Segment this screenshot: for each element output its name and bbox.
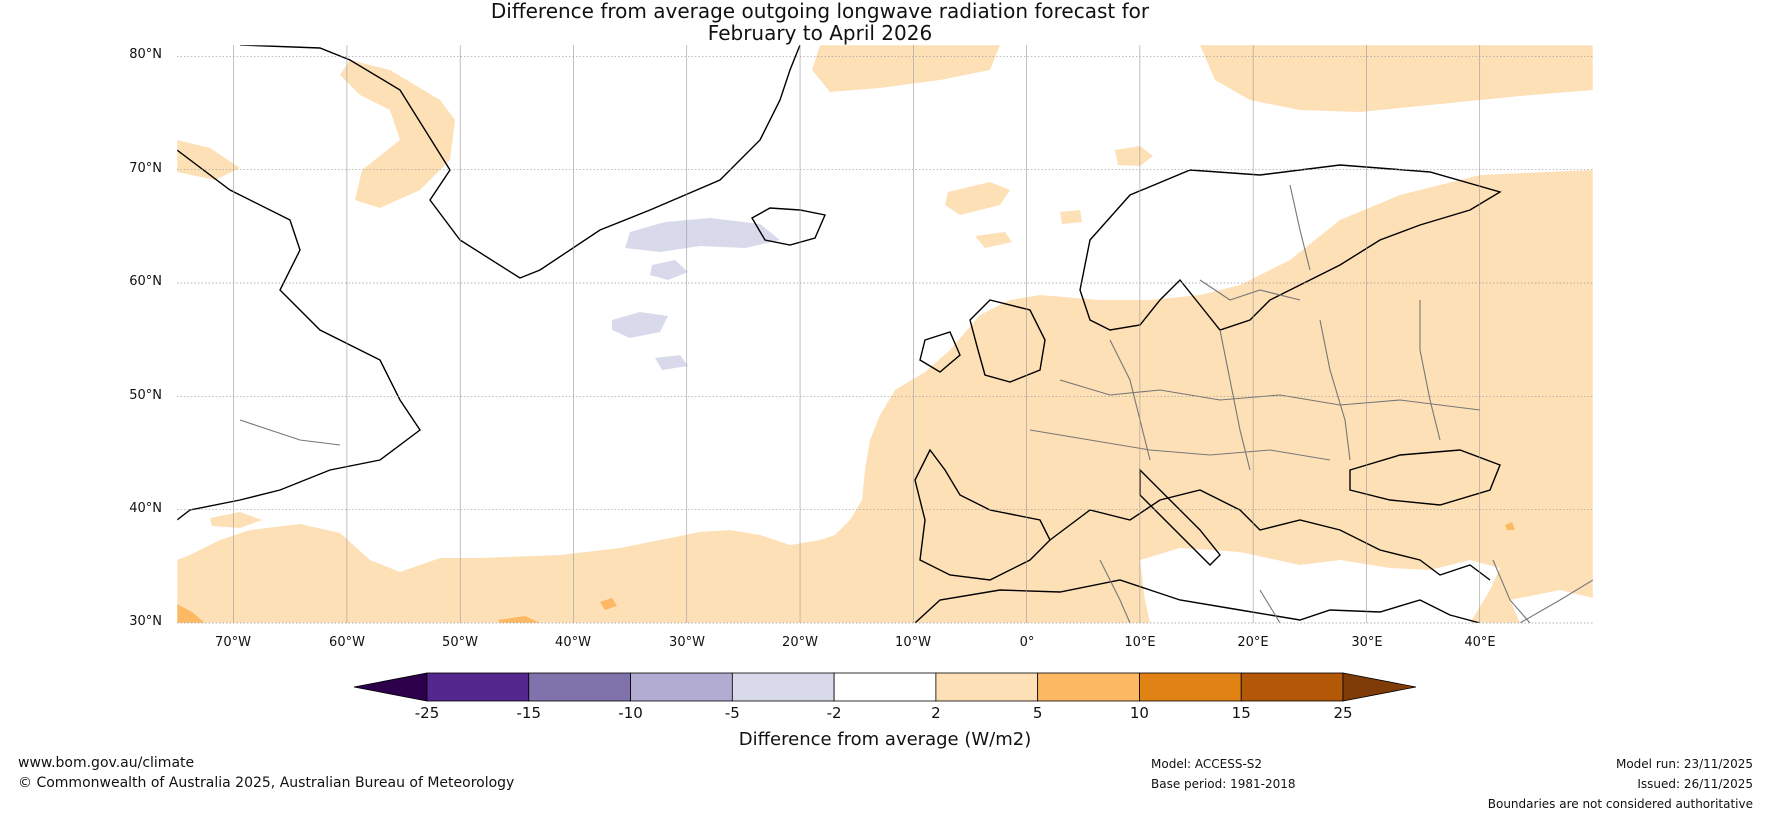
anomaly-positive-patch (1115, 146, 1153, 166)
anomaly-strong-positive-spot (1505, 522, 1515, 530)
colorbar-tick-label: -5 (725, 704, 740, 722)
coastline-ireland (919, 331, 961, 373)
anomaly-positive-north-atlantic (945, 182, 1010, 215)
colorbar-tick-label: -10 (618, 704, 643, 722)
colorbar-bin (1139, 672, 1242, 702)
anomaly-negative-patch (612, 312, 668, 338)
lat-label-60n: 60°N (129, 274, 162, 289)
coastline-british-isles (969, 299, 1046, 383)
colorbar-bin (1037, 672, 1140, 702)
colorbar-extend-max (1342, 672, 1417, 702)
anomaly-neutral-eastern-region (1510, 590, 1593, 623)
anomaly-positive-patch (975, 232, 1012, 248)
coastline-greenland (239, 45, 801, 279)
footer-copyright: © Commonwealth of Australia 2025, Austra… (18, 775, 515, 791)
lon-label-10w: 10°W (895, 635, 931, 650)
footer-model: Model: ACCESS-S2 (1151, 757, 1263, 771)
coastlines (177, 45, 1502, 623)
map-plot-area (177, 45, 1593, 623)
lon-label-0: 0° (1019, 635, 1035, 650)
anomaly-positive-patch (1060, 210, 1082, 224)
colorbar-tick-label: -2 (827, 704, 842, 722)
anomaly-positive-greenland-east (812, 45, 1000, 92)
colorbar-bin (1240, 672, 1344, 702)
colorbar-bin (833, 672, 937, 702)
colorbar-label: Difference from average (W/m2) (739, 729, 1031, 750)
colorbar-tick-label: 5 (1033, 704, 1043, 722)
lon-label-20e: 20°E (1237, 635, 1269, 650)
lon-label-70w: 70°W (215, 635, 251, 650)
lon-label-30e: 30°E (1351, 635, 1383, 650)
anomaly-positive-patch (210, 512, 262, 528)
coastline-italy (1139, 468, 1221, 566)
anomaly-strong-positive-spot (177, 604, 205, 623)
map-title-line-2: February to April 2026 (707, 21, 933, 45)
footer-url[interactable]: www.bom.gov.au/climate (18, 755, 195, 771)
footer-disclaimer: Boundaries are not considered authoritat… (1487, 797, 1753, 811)
colorbar-extend-min (353, 672, 428, 702)
colorbar-bin (630, 672, 733, 702)
footer-issued: Issued: 26/11/2025 (1637, 777, 1753, 791)
coastline-iberia (914, 448, 1051, 581)
anomaly-positive-labrador (177, 140, 240, 180)
country-borders (239, 184, 1593, 623)
footer-base-period: Base period: 1981-2018 (1151, 777, 1296, 791)
lon-label-50w: 50°W (442, 635, 478, 650)
lon-label-60w: 60°W (329, 635, 365, 650)
coastline-africa (914, 579, 1481, 623)
anomaly-neutral-mediterranean (1140, 548, 1500, 623)
colorbar-bin (731, 672, 835, 702)
graticule (177, 45, 1593, 624)
lat-label-50n: 50°N (129, 388, 162, 403)
lon-label-30w: 30°W (669, 635, 705, 650)
map-title-line-1: Difference from average outgoing longwav… (490, 0, 1150, 23)
coastline-iceland (751, 207, 826, 246)
colorbar-tick-label: -25 (415, 704, 440, 722)
coastline-north-america (177, 149, 421, 521)
footer-model-run: Model run: 23/11/2025 (1615, 757, 1753, 771)
colorbar-tick-label: 15 (1232, 704, 1251, 722)
coastline-scandinavia (1079, 164, 1502, 331)
coastline-black-sea (1349, 449, 1501, 506)
anomaly-negative-patch (655, 355, 688, 370)
anomaly-negative-patch (650, 260, 688, 280)
lat-label-80n: 80°N (129, 47, 162, 62)
lat-label-70n: 70°N (129, 161, 162, 176)
colorbar-tick-label: 25 (1333, 704, 1352, 722)
colorbar-tick-label: 10 (1130, 704, 1149, 722)
lon-label-40w: 40°W (555, 635, 591, 650)
lat-label-40n: 40°N (129, 501, 162, 516)
coastline-mediterranean (1049, 489, 1491, 581)
anomaly-strong-positive-spot (600, 598, 617, 610)
lon-label-10e: 10°E (1124, 635, 1156, 650)
lon-label-40e: 40°E (1464, 635, 1496, 650)
anomaly-negative-north-atlantic (625, 218, 780, 252)
anomaly-positive-baffin (340, 60, 455, 208)
colorbar-bin (935, 672, 1039, 702)
lon-label-20w: 20°W (782, 635, 818, 650)
colorbar-bin (426, 672, 530, 702)
anomaly-strong-positive-spot (498, 616, 540, 623)
lat-label-30n: 30°N (129, 614, 162, 629)
colorbar-tick-label: -15 (517, 704, 542, 722)
anomaly-positive-arctic (1200, 45, 1593, 112)
colorbar-tick-label: 2 (931, 704, 941, 722)
colorbar-bin (528, 672, 631, 702)
